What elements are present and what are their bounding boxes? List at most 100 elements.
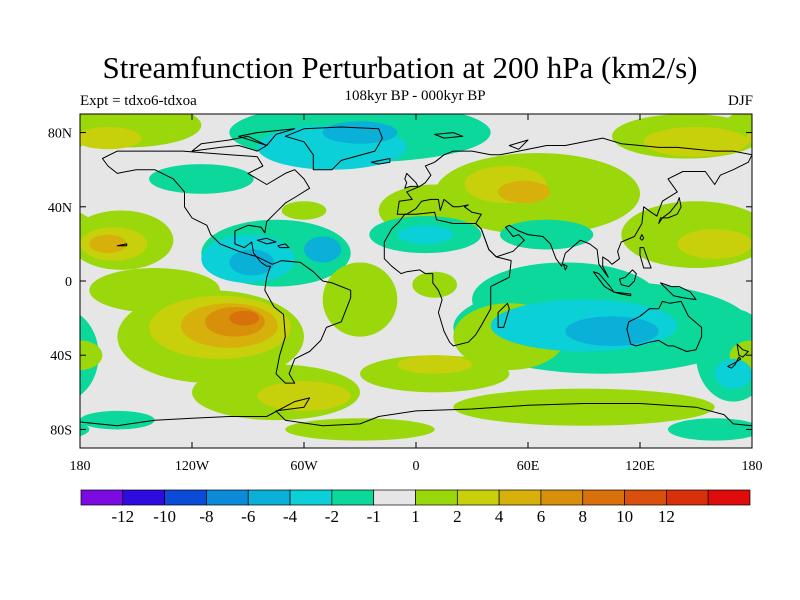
coastline: [497, 302, 510, 328]
coastline: [383, 211, 512, 347]
contour-fill: [714, 358, 752, 389]
colorbar-label: -2: [325, 507, 339, 526]
contour-fill: [80, 422, 90, 437]
coastline: [727, 356, 742, 369]
contour-fill: [89, 234, 127, 254]
colorbar-box: [540, 489, 584, 506]
contour-fill: [80, 410, 155, 430]
contour-fill: [80, 125, 90, 148]
coastline: [277, 243, 290, 249]
colorbar-label: 1: [411, 507, 420, 526]
colorbar-label: 4: [495, 507, 504, 526]
contour-fill: [149, 164, 254, 194]
coastline: [284, 126, 383, 171]
lat-tick-label: 80S: [50, 423, 72, 438]
contour-fill: [304, 236, 342, 263]
coastline: [101, 150, 352, 384]
contour-fill: [397, 225, 454, 244]
colorbar-label: 2: [453, 507, 462, 526]
colorbar-box: [247, 489, 291, 506]
coastline: [660, 282, 697, 301]
coastline: [434, 132, 464, 139]
contour-fill: [677, 229, 752, 259]
coastline: [116, 243, 128, 247]
colorbar-label: -10: [153, 507, 176, 526]
colorbar-label: -12: [111, 507, 134, 526]
lon-tick-label: 180: [70, 459, 91, 474]
coastline: [658, 197, 682, 224]
colorbar-label: 8: [579, 507, 588, 526]
lat-tick-label: 80N: [48, 127, 72, 142]
lon-tick-label: 120E: [625, 459, 655, 474]
contour-fills: [80, 114, 800, 441]
colorbar-box: [666, 489, 709, 506]
coastline: [404, 172, 419, 189]
colorbar-box: [456, 489, 500, 506]
latitude-axis: 80N 40N 0 40S 80S: [48, 127, 752, 438]
colorbar-box: [415, 489, 458, 506]
contour-fill: [257, 381, 351, 411]
lon-tick-label: 60W: [290, 459, 318, 474]
contour-fill: [229, 310, 260, 326]
plot-subtitle: 108kyr BP - 000kyr BP: [344, 88, 486, 104]
coastline: [370, 158, 391, 165]
plot-title: Streamfunction Perturbation at 200 hPa (…: [102, 50, 698, 85]
contour-fill: [80, 126, 142, 150]
colorbar-label: 12: [658, 507, 675, 526]
colorbar-box: [373, 489, 416, 506]
contour-fill: [752, 227, 800, 260]
colorbar-box: [582, 489, 625, 506]
longitude-axis: 180 120W 60W 0 60E 120E 180: [70, 114, 763, 474]
contour-fill: [281, 201, 327, 220]
colorbar-box: [206, 489, 249, 506]
colorbar-box: [707, 489, 751, 506]
coastline: [563, 263, 568, 271]
coastline: [238, 128, 296, 146]
lat-tick-label: 40N: [48, 201, 72, 216]
contour-fill: [668, 418, 752, 441]
contour-fill: [746, 131, 752, 145]
coastline: [626, 300, 703, 352]
contour-fill: [397, 355, 472, 374]
colorbar-box: [80, 489, 124, 506]
coastline: [80, 397, 752, 448]
contour-fill: [285, 418, 435, 441]
colorbar-label: 6: [537, 507, 546, 526]
map-panel: [79, 113, 800, 449]
season-label: DJF: [727, 93, 753, 109]
coastline: [592, 271, 615, 293]
colorbar-label: -6: [241, 507, 255, 526]
coastline: [639, 234, 645, 241]
colorbar-label: -4: [283, 507, 298, 526]
contour-fill: [500, 219, 594, 250]
contour-fill: [752, 411, 800, 430]
contour-fill: [229, 249, 275, 276]
coastline: [613, 291, 632, 297]
coastlines: [80, 126, 752, 448]
colorbar-label: -8: [199, 507, 213, 526]
lon-tick-label: 180: [742, 459, 763, 474]
colorbar-box: [498, 489, 542, 506]
lat-tick-label: 40S: [50, 349, 72, 364]
contour-fill: [643, 126, 749, 157]
colorbar: -12 -10 -8 -6 -4 -2 -1 1 2 4 6 8 10 12: [80, 489, 751, 526]
contour-fill: [322, 121, 398, 144]
lat-tick-label: 0: [65, 275, 72, 290]
colorbar-label: -1: [367, 507, 381, 526]
contour-fill: [498, 180, 551, 204]
colorbar-box: [624, 489, 667, 506]
contour-fill: [453, 388, 715, 426]
colorbar-box: [164, 489, 207, 506]
colorbar-label: 10: [616, 507, 633, 526]
coastline: [396, 137, 752, 278]
contour-fill: [322, 262, 398, 337]
experiment-label: Expt = tdxo6-tdxoa: [80, 93, 197, 109]
contour-fill: [565, 316, 659, 346]
coastline: [508, 139, 529, 150]
contour-fill: [80, 340, 103, 371]
colorbar-box: [331, 489, 375, 506]
lon-tick-label: 0: [413, 459, 420, 474]
colorbar-box: [289, 489, 333, 506]
coastline: [619, 269, 637, 288]
